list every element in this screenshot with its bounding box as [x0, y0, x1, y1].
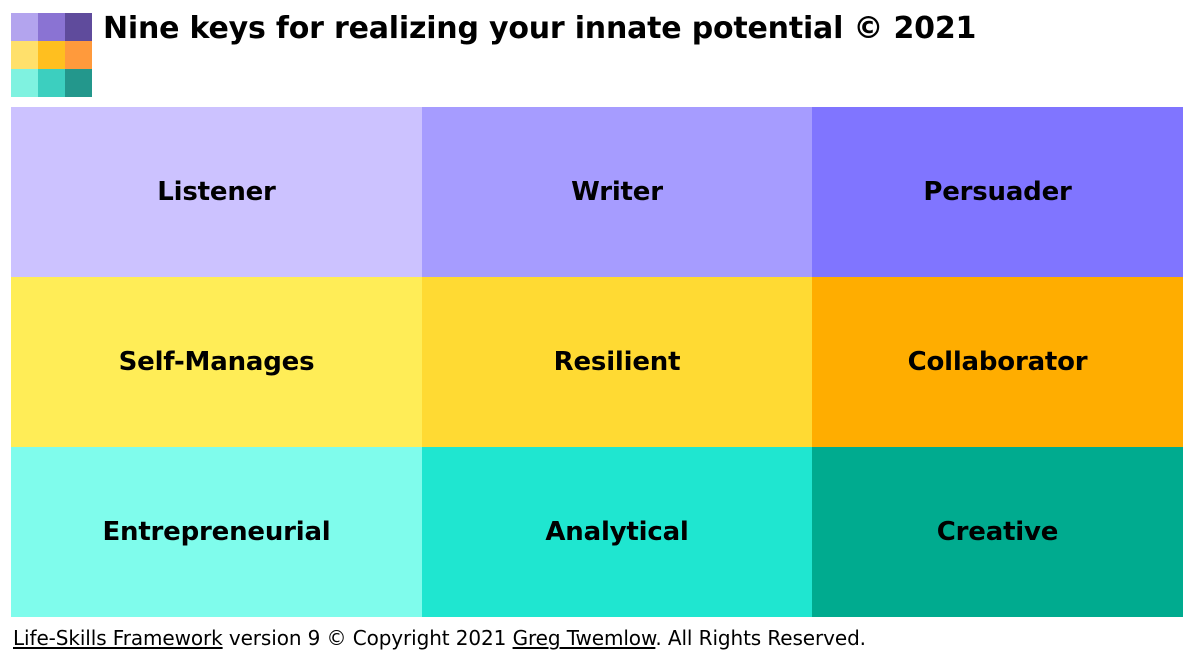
- logo-square: [11, 13, 38, 41]
- footer-text: version 9 © Copyright 2021: [222, 626, 513, 650]
- logo-square: [11, 69, 38, 97]
- logo-square: [38, 41, 65, 69]
- skill-label: Resilient: [553, 347, 681, 377]
- logo-square: [65, 41, 92, 69]
- skill-cell-creative: Creative: [812, 447, 1183, 617]
- logo-square: [38, 69, 65, 97]
- skill-cell-persuader: Persuader: [812, 107, 1183, 277]
- framework-link[interactable]: Life-Skills Framework: [13, 626, 223, 650]
- skill-cell-analytical: Analytical: [422, 447, 812, 617]
- logo-square: [65, 69, 92, 97]
- skills-grid: Listener Writer Persuader Self-Manages R…: [11, 107, 1183, 617]
- skill-cell-self-manages: Self-Manages: [11, 277, 422, 447]
- skill-cell-listener: Listener: [11, 107, 422, 277]
- skill-label: Creative: [936, 517, 1059, 547]
- footer-text: . All Rights Reserved.: [655, 626, 866, 650]
- skill-label: Entrepreneurial: [102, 517, 331, 547]
- logo-square: [65, 13, 92, 41]
- page-title: Nine keys for realizing your innate pote…: [103, 11, 977, 46]
- copyright-footer: Life-Skills Framework version 9 © Copyri…: [13, 625, 866, 651]
- skill-cell-collaborator: Collaborator: [812, 277, 1183, 447]
- logo-square: [38, 13, 65, 41]
- skill-cell-entrepreneurial: Entrepreneurial: [11, 447, 422, 617]
- logo-square: [11, 41, 38, 69]
- skill-label: Listener: [157, 177, 276, 207]
- logo: [11, 13, 92, 97]
- skill-label: Collaborator: [907, 347, 1088, 377]
- skill-cell-resilient: Resilient: [422, 277, 812, 447]
- skill-label: Analytical: [545, 517, 689, 547]
- skill-label: Writer: [571, 177, 663, 207]
- skill-label: Persuader: [923, 177, 1072, 207]
- author-link[interactable]: Greg Twemlow: [512, 626, 656, 650]
- skill-cell-writer: Writer: [422, 107, 812, 277]
- skill-label: Self-Manages: [118, 347, 315, 377]
